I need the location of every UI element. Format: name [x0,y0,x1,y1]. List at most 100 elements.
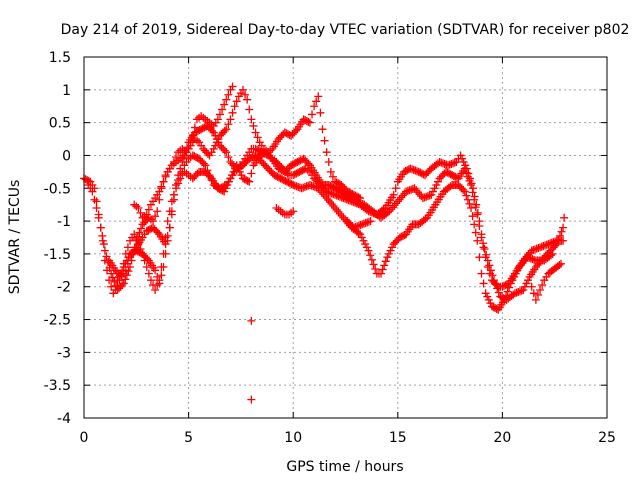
data-point [98,231,107,240]
data-point [224,120,233,129]
data-point [529,245,538,254]
data-point [520,257,529,266]
data-point [539,242,548,251]
data-point [188,131,197,140]
data-point [245,177,254,186]
series-track-b [105,121,557,314]
data-point [144,205,153,214]
data-point [364,217,373,226]
data-point [537,242,546,251]
data-point [153,281,162,290]
data-point [462,168,471,177]
data-point [450,158,459,167]
data-point [228,108,237,117]
data-point [529,289,538,298]
data-point [334,207,343,216]
data-point [505,283,514,292]
data-point [243,176,252,185]
data-point [369,260,378,269]
data-point [521,255,530,264]
data-point [159,263,168,272]
data-point [137,224,146,233]
data-point [358,200,367,209]
data-point [363,218,372,227]
data-point [406,164,415,173]
data-point [444,161,453,170]
data-point [184,144,193,153]
data-point [326,198,335,207]
data-point [515,263,524,272]
data-point [402,187,411,196]
data-point [203,149,212,158]
data-point [315,186,324,195]
data-point [354,193,363,202]
data-point [490,276,499,285]
data-point [531,263,540,272]
y-tick-label: 1 [62,83,71,99]
data-point [468,188,477,197]
data-point [468,212,477,221]
data-point [470,220,479,229]
data-point [514,287,523,296]
data-point [336,209,345,218]
data-point [92,203,101,212]
data-point [405,186,414,195]
data-point [527,282,536,291]
data-point [312,97,321,106]
data-point [232,97,241,106]
data-point [163,217,172,226]
data-point [324,188,333,197]
data-point [471,228,480,237]
y-tick-label: 0 [62,148,71,164]
data-point [153,272,162,281]
data-point [213,115,222,124]
data-point [294,182,303,191]
data-point [471,203,480,212]
data-point [247,395,256,404]
data-point [467,203,476,212]
y-tick-label: 1.5 [49,50,71,66]
data-point [96,223,105,232]
data-point [224,90,233,99]
data-point [318,125,327,134]
x-tick-label: 15 [389,430,407,446]
data-point [391,184,400,193]
data-point [523,253,532,262]
data-point [556,259,565,268]
y-tick-label: -1.5 [44,247,71,263]
data-point [155,195,164,204]
data-point [122,271,131,280]
data-point [409,165,418,174]
data-point [249,121,258,130]
data-point [304,117,313,126]
data-point [412,186,421,195]
series-outliers [247,316,256,404]
y-tick-label: -1 [57,214,71,230]
y-tick-label: -3 [57,345,71,361]
data-point [332,205,341,214]
data-point [530,255,539,264]
data-point [447,159,456,168]
data-point [415,190,424,199]
data-point [146,276,155,285]
data-point [381,257,390,266]
data-point [107,269,116,278]
data-point [241,90,250,99]
series-track-c [113,148,569,304]
data-point [149,217,158,226]
data-point [422,192,431,201]
data-point [102,252,111,261]
data-point [317,188,326,197]
data-point [459,185,468,194]
data-point [440,159,449,168]
data-point [393,197,402,206]
data-point [378,265,387,274]
data-point [215,110,224,119]
data-point [518,259,527,268]
data-point [509,290,518,299]
data-point [541,241,550,250]
x-axis-title: GPS time / hours [286,459,403,475]
data-point [319,190,328,199]
